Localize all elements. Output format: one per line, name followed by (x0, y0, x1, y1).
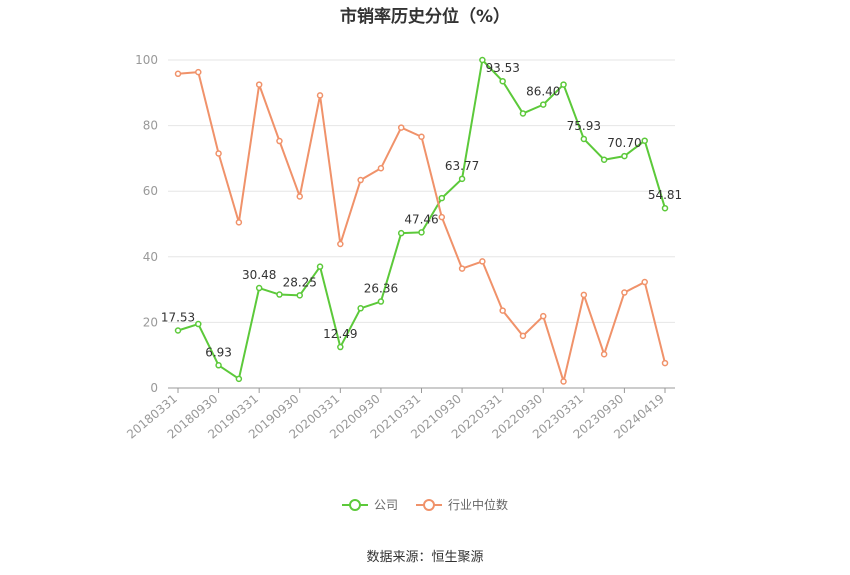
industry-median-point (479, 258, 486, 265)
company-point (296, 292, 303, 299)
data-label: 30.48 (242, 268, 276, 282)
company-point (600, 156, 608, 163)
company-point (235, 375, 243, 383)
data-label: 26.36 (364, 282, 398, 296)
industry-median-point (316, 92, 324, 99)
data-label: 93.53 (485, 61, 519, 75)
company-point (418, 229, 425, 236)
industry-median-point (458, 265, 466, 272)
company-point (580, 135, 588, 143)
industry-median-point (519, 332, 527, 340)
industry-median-point (357, 176, 364, 184)
industry-median-point (418, 133, 425, 141)
company-point (357, 305, 364, 312)
company-point (377, 298, 385, 305)
industry-median-point (296, 193, 303, 200)
industry-median-point (337, 240, 344, 248)
legend-item-industry-median[interactable]: 行业中位数 (416, 496, 508, 513)
industry-median-point (540, 312, 547, 320)
legend-company-label: 公司 (373, 498, 398, 512)
company-point (276, 291, 283, 298)
industry-median-point (499, 307, 506, 314)
company-point (195, 320, 202, 328)
legend: 公司 行业中位数 (0, 496, 850, 513)
industry-median-point (600, 350, 608, 358)
industry-median-point (215, 150, 222, 157)
industry-median-point (438, 213, 446, 221)
data-label: 47.46 (404, 212, 438, 226)
industry-median-point (641, 278, 648, 286)
data-label: 63.77 (445, 159, 479, 173)
data-label: 17.53 (161, 311, 195, 325)
company-point (479, 56, 486, 64)
legend-industry-label: 行业中位数 (448, 498, 509, 512)
company-point (215, 362, 222, 369)
company-point (438, 194, 446, 202)
y-tick-label: 20 (143, 315, 158, 329)
data-label: 12.49 (323, 327, 357, 341)
legend-industry-marker (416, 498, 442, 511)
industry-median-point (174, 70, 182, 78)
chart-title: 市销率历史分位（%） (339, 7, 511, 27)
company-point (458, 175, 466, 183)
industry-median-point (560, 378, 567, 385)
industry-median-point (195, 68, 202, 76)
y-tick-label: 80 (143, 119, 158, 133)
industry-median-point (397, 124, 405, 131)
y-tick-label: 40 (143, 250, 158, 264)
company-point (661, 204, 669, 212)
data-label: 54.81 (648, 188, 682, 202)
data-source: 数据来源：恒生聚源 (366, 550, 484, 565)
legend-company-marker (341, 498, 368, 511)
industry-median-point (580, 291, 588, 299)
industry-median-point (377, 164, 385, 172)
company-point (397, 229, 405, 237)
data-label: 6.93 (205, 345, 232, 359)
y-tick-label: 0 (150, 381, 158, 395)
industry-median-point (235, 219, 243, 226)
industry-median-point (255, 81, 263, 88)
company-point (337, 343, 344, 351)
company-point (174, 327, 182, 334)
company-point (316, 263, 324, 270)
industry-median-point (621, 289, 628, 296)
data-label: 86.40 (526, 85, 560, 99)
company-point (519, 110, 527, 117)
data-label: 75.93 (567, 119, 601, 133)
data-label: 28.25 (283, 275, 317, 289)
y-tick-label: 100 (135, 53, 158, 67)
legend-item-company[interactable]: 公司 (341, 496, 398, 513)
company-point (560, 81, 567, 88)
company-point (621, 152, 628, 160)
industry-median-point (661, 359, 669, 367)
data-label: 70.70 (607, 136, 641, 150)
y-tick-label: 60 (143, 184, 158, 198)
company-point (255, 284, 263, 292)
company-point (540, 101, 547, 108)
company-point (499, 77, 506, 85)
line-chart: 0204060801002018033120180930201903312019… (124, 53, 682, 442)
industry-median-point (276, 137, 283, 145)
company-point (641, 137, 648, 144)
